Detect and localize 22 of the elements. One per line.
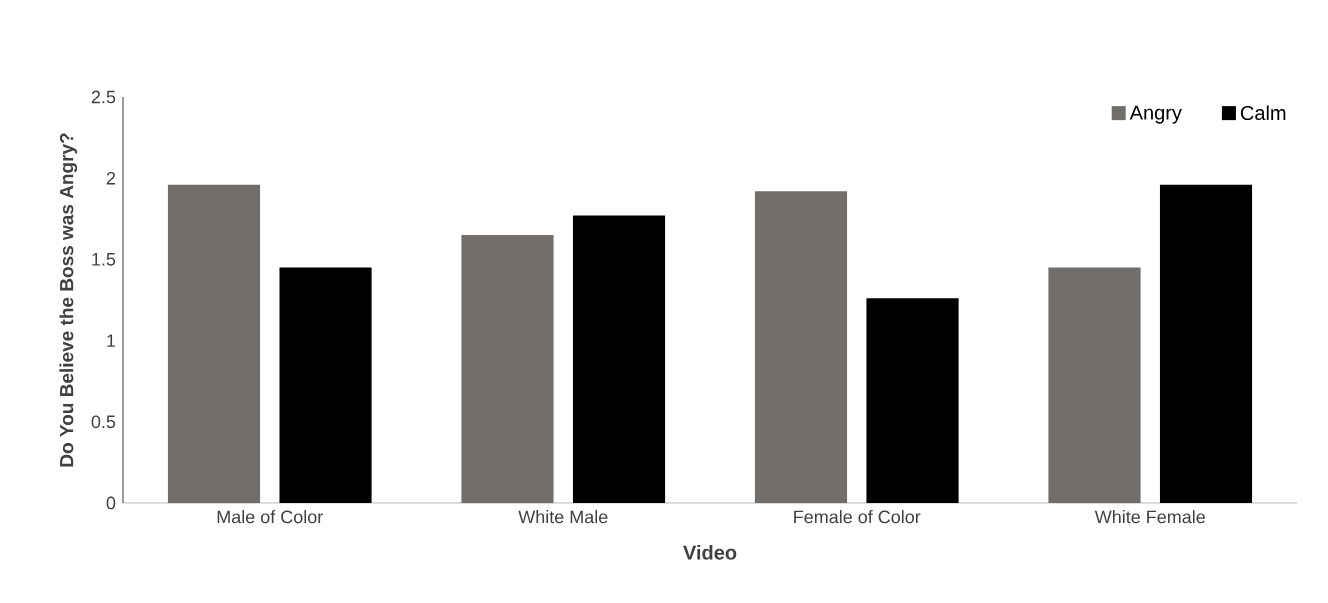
x-tick-label: Male of Color <box>217 510 323 524</box>
bar <box>866 298 959 503</box>
y-tick-label: 1 <box>107 334 116 347</box>
bar <box>754 191 848 503</box>
bar <box>1048 267 1141 503</box>
x-tick-label: White Male <box>518 510 608 524</box>
bar <box>461 235 554 503</box>
y-tick-label: 2 <box>106 171 116 185</box>
y-tick-label: 0 <box>106 496 116 510</box>
x-axis-title: Video <box>683 545 737 560</box>
x-tick-label: Female of Color <box>794 510 921 524</box>
bar <box>1159 184 1253 503</box>
bar <box>572 215 666 503</box>
x-tick-label: White Female <box>1094 510 1205 524</box>
y-tick-label: 2.5 <box>91 90 116 104</box>
legend-label: Angry <box>1129 105 1182 124</box>
y-axis-title: Do You Believe the Boss was Angry? <box>59 133 78 467</box>
y-tick-label: 0.5 <box>91 415 116 429</box>
bar <box>279 267 372 503</box>
y-tick-label: 1.5 <box>92 253 116 266</box>
legend-label: Calm <box>1240 105 1286 121</box>
bar <box>167 184 261 503</box>
